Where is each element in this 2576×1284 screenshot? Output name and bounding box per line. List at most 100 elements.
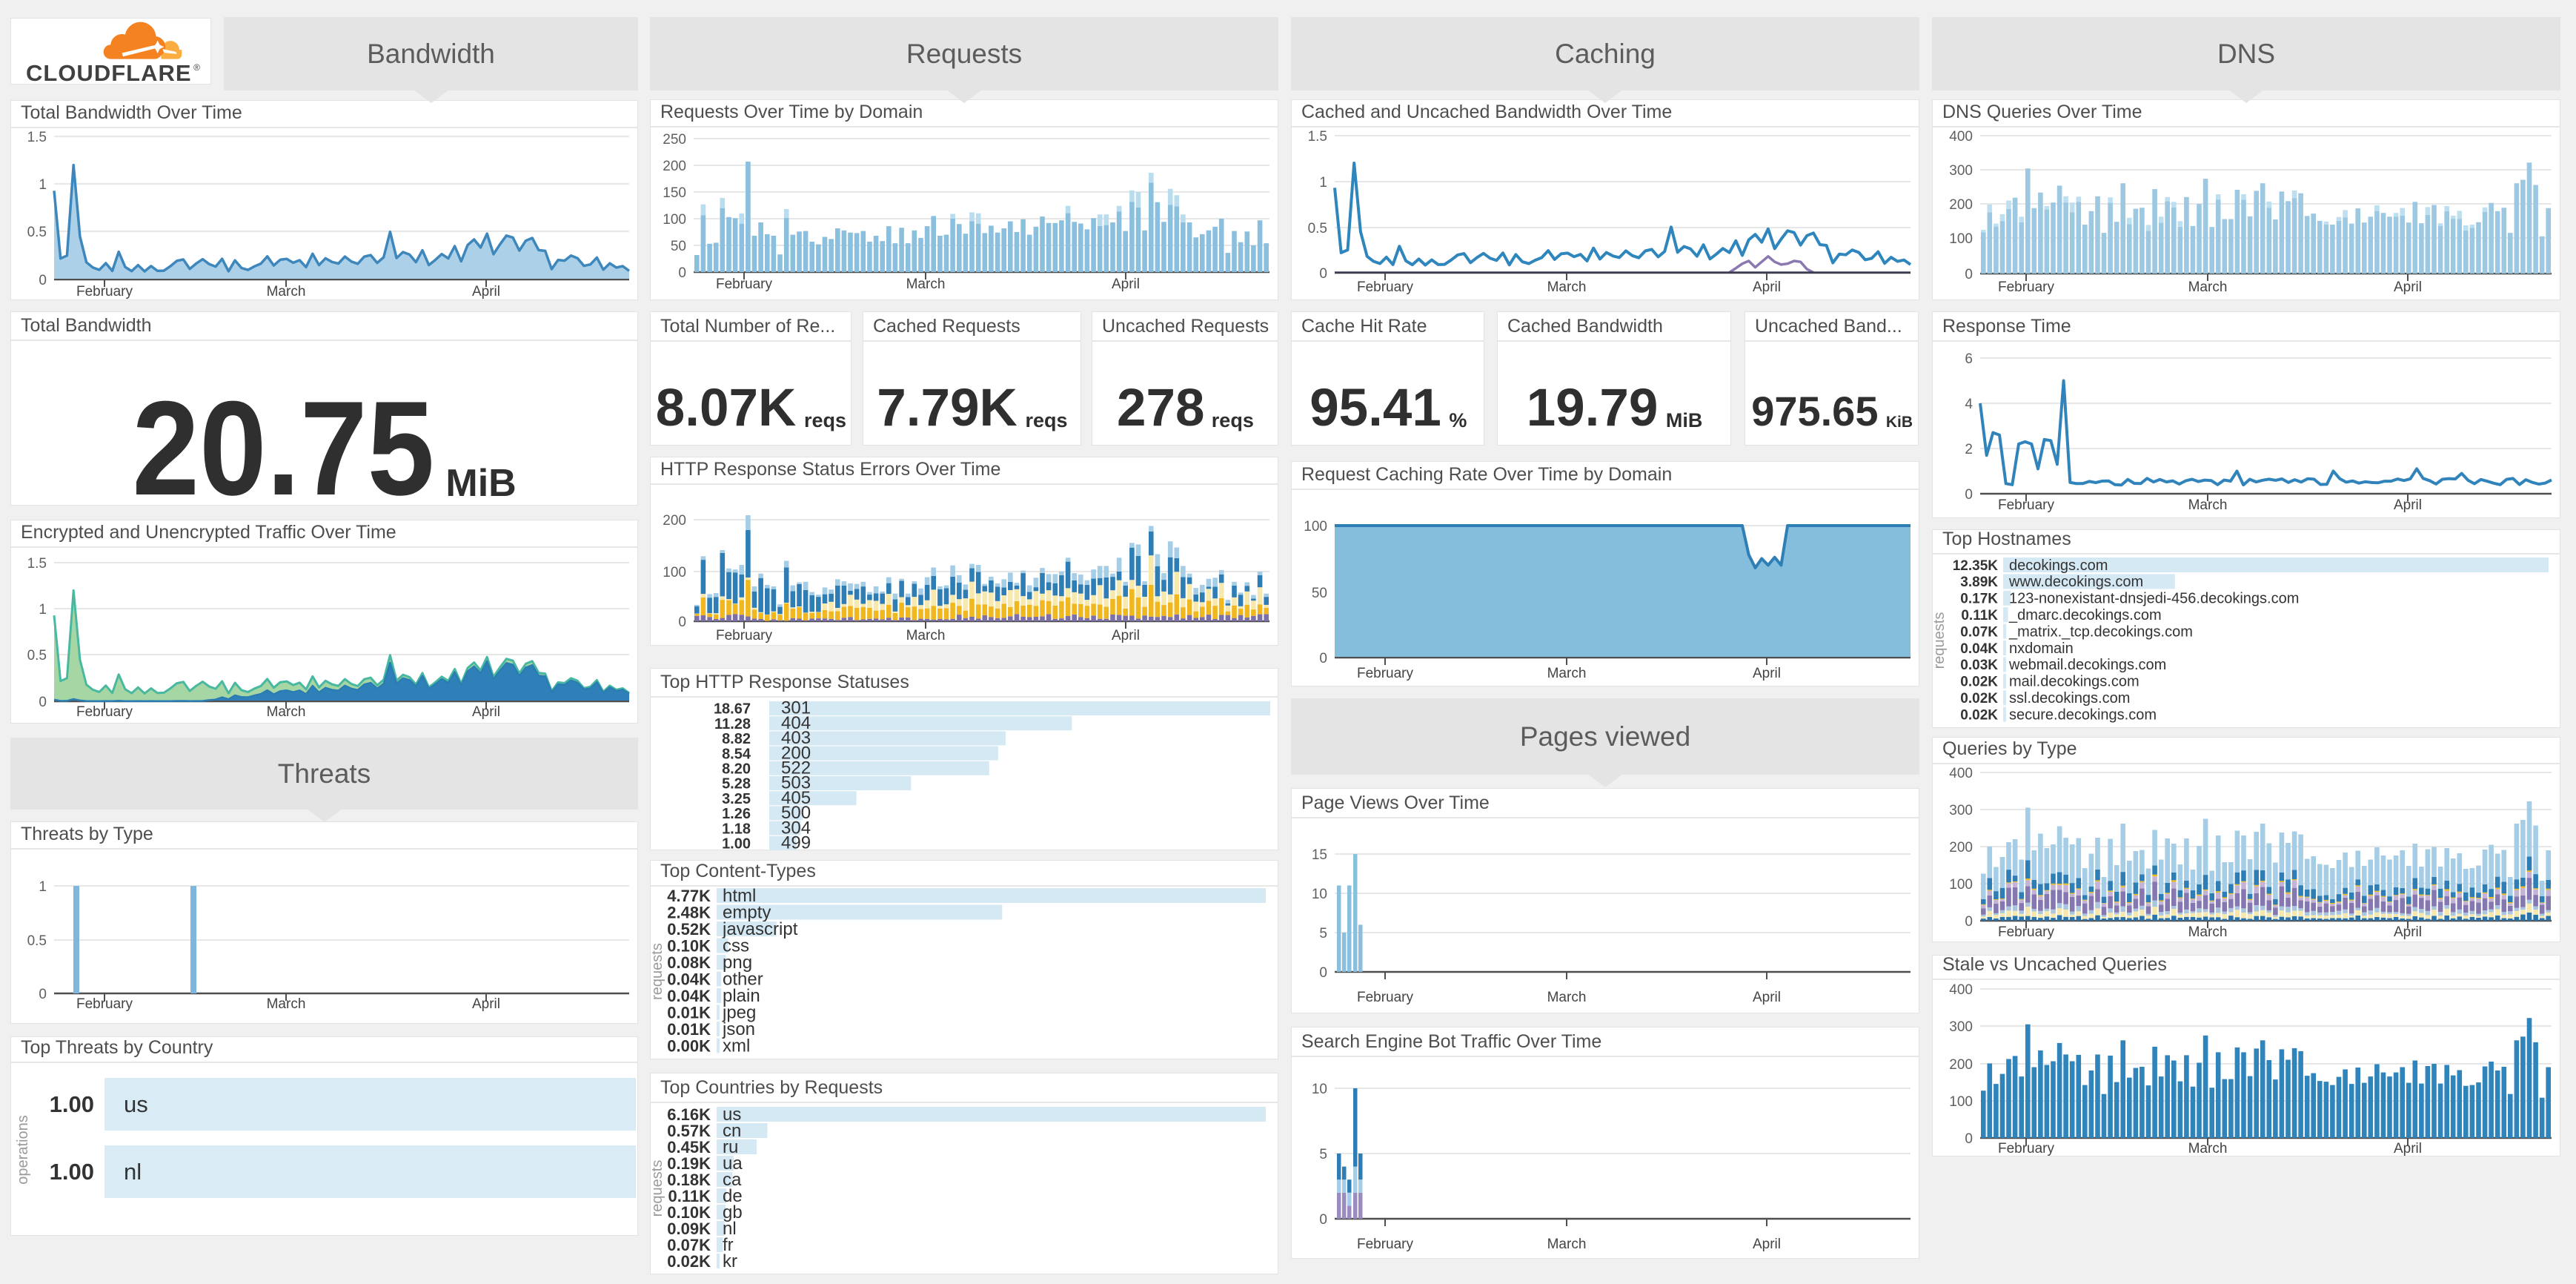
svg-text:0.5: 0.5 xyxy=(27,225,47,240)
svg-text:nxdomain: nxdomain xyxy=(2009,641,2074,657)
svg-text:3.89K: 3.89K xyxy=(1960,575,1998,590)
svg-text:50: 50 xyxy=(1312,586,1327,601)
svg-text:4.77K: 4.77K xyxy=(667,887,711,905)
svg-text:fr: fr xyxy=(723,1235,734,1255)
svg-text:4: 4 xyxy=(1965,397,1973,412)
svg-text:0.02K: 0.02K xyxy=(1960,675,1998,690)
svg-text:0: 0 xyxy=(39,695,47,710)
svg-text:ca: ca xyxy=(723,1170,742,1190)
svg-text:500: 500 xyxy=(781,803,811,823)
svg-text:xml: xml xyxy=(723,1036,750,1056)
svg-text:webmail.decokings.com: webmail.decokings.com xyxy=(2008,657,2166,673)
svg-text:95.41: 95.41 xyxy=(1309,379,1441,437)
svg-text:6: 6 xyxy=(1965,351,1973,367)
svg-text:_dmarc.decokings.com: _dmarc.decokings.com xyxy=(2008,607,2162,623)
svg-text:April: April xyxy=(2394,279,2422,295)
svg-text:February: February xyxy=(716,277,773,292)
svg-text:April: April xyxy=(472,704,500,720)
svg-text:April: April xyxy=(472,284,500,300)
svg-text:0.01K: 0.01K xyxy=(667,1003,711,1022)
svg-text:0.5: 0.5 xyxy=(27,933,47,949)
svg-text:200: 200 xyxy=(663,159,686,174)
svg-text:100: 100 xyxy=(1949,877,1973,893)
svg-text:0: 0 xyxy=(678,265,686,281)
svg-text:February: February xyxy=(716,628,773,643)
svg-text:503: 503 xyxy=(781,773,811,793)
svg-text:secure.decokings.com: secure.decokings.com xyxy=(2009,706,2157,723)
svg-text:MiB: MiB xyxy=(1666,409,1703,431)
svg-text:April: April xyxy=(2394,1141,2422,1156)
svg-text:304: 304 xyxy=(781,818,811,838)
svg-text:5: 5 xyxy=(1319,1147,1327,1162)
svg-text:March: March xyxy=(1547,279,1587,295)
svg-text:April: April xyxy=(1753,279,1781,295)
svg-text:April: April xyxy=(2394,497,2422,513)
svg-text:other: other xyxy=(723,969,763,989)
svg-text:0.04K: 0.04K xyxy=(667,987,711,1005)
svg-text:0.03K: 0.03K xyxy=(1960,658,1998,673)
svg-text:300: 300 xyxy=(1949,163,1973,179)
svg-text:javascript: javascript xyxy=(722,919,798,939)
svg-text:1.5: 1.5 xyxy=(1308,129,1327,145)
svg-text:March: March xyxy=(906,628,946,643)
svg-text:0.02K: 0.02K xyxy=(1960,707,1998,723)
svg-text:March: March xyxy=(1547,990,1587,1005)
svg-text:ssl.decokings.com: ssl.decokings.com xyxy=(2009,690,2130,706)
svg-text:0: 0 xyxy=(1965,267,1973,282)
svg-text:February: February xyxy=(1357,279,1414,295)
svg-text:March: March xyxy=(267,284,306,300)
svg-text:March: March xyxy=(267,996,306,1012)
svg-text:_matrix._tcp.decokings.com: _matrix._tcp.decokings.com xyxy=(2008,623,2193,640)
svg-text:522: 522 xyxy=(781,758,811,778)
svg-text:19.79: 19.79 xyxy=(1527,379,1659,437)
svg-text:1.26: 1.26 xyxy=(722,806,751,822)
svg-text:18.67: 18.67 xyxy=(714,701,751,718)
svg-text:empty: empty xyxy=(723,902,771,922)
svg-text:278: 278 xyxy=(1117,379,1204,437)
svg-text:100: 100 xyxy=(1949,231,1973,247)
svg-text:requests: requests xyxy=(1933,612,1948,669)
svg-text:cn: cn xyxy=(723,1121,741,1141)
svg-text:10: 10 xyxy=(1312,1082,1327,1097)
svg-text:405: 405 xyxy=(781,788,811,808)
svg-text:0.10K: 0.10K xyxy=(667,1203,711,1222)
svg-text:0.11K: 0.11K xyxy=(1961,608,1998,623)
svg-text:403: 403 xyxy=(781,728,811,748)
svg-text:March: March xyxy=(2188,1141,2228,1156)
svg-text:requests: requests xyxy=(651,1160,665,1217)
svg-text:March: March xyxy=(267,704,306,720)
svg-text:gb: gb xyxy=(723,1202,743,1222)
svg-text:css: css xyxy=(723,936,749,956)
svg-text:April: April xyxy=(1112,277,1140,292)
svg-text:reqs: reqs xyxy=(1212,409,1254,431)
svg-text:March: March xyxy=(2188,279,2228,295)
svg-text:CLOUDFLARE: CLOUDFLARE xyxy=(26,60,192,85)
svg-text:1.00: 1.00 xyxy=(50,1091,94,1117)
svg-text:1.5: 1.5 xyxy=(27,556,47,572)
svg-text:json: json xyxy=(722,1019,755,1039)
svg-text:0.5: 0.5 xyxy=(1308,221,1327,236)
svg-text:April: April xyxy=(472,996,500,1012)
svg-text:reqs: reqs xyxy=(804,409,846,431)
svg-text:April: April xyxy=(1753,990,1781,1005)
svg-text:plain: plain xyxy=(723,986,760,1006)
svg-text:3.25: 3.25 xyxy=(722,791,751,807)
svg-text:us: us xyxy=(124,1091,148,1117)
svg-text:April: April xyxy=(1753,1237,1781,1252)
svg-text:123-nonexistant-dnsjedi-456.de: 123-nonexistant-dnsjedi-456.decokings.co… xyxy=(2009,591,2299,607)
svg-text:400: 400 xyxy=(1949,766,1973,781)
svg-text:0: 0 xyxy=(678,615,686,630)
svg-text:February: February xyxy=(1998,1141,2055,1156)
svg-text:0: 0 xyxy=(1965,487,1973,503)
svg-text:0: 0 xyxy=(1319,651,1327,666)
svg-text:February: February xyxy=(1357,990,1414,1005)
svg-text:MiB: MiB xyxy=(445,462,516,505)
svg-text:de: de xyxy=(723,1186,743,1206)
svg-text:0: 0 xyxy=(39,273,47,288)
svg-text:400: 400 xyxy=(1949,129,1973,145)
svg-text:100: 100 xyxy=(1949,1094,1973,1110)
svg-text:0.17K: 0.17K xyxy=(1960,592,1998,607)
svg-text:499: 499 xyxy=(781,833,811,852)
svg-text:5: 5 xyxy=(1319,926,1327,942)
svg-text:kr: kr xyxy=(723,1251,737,1271)
